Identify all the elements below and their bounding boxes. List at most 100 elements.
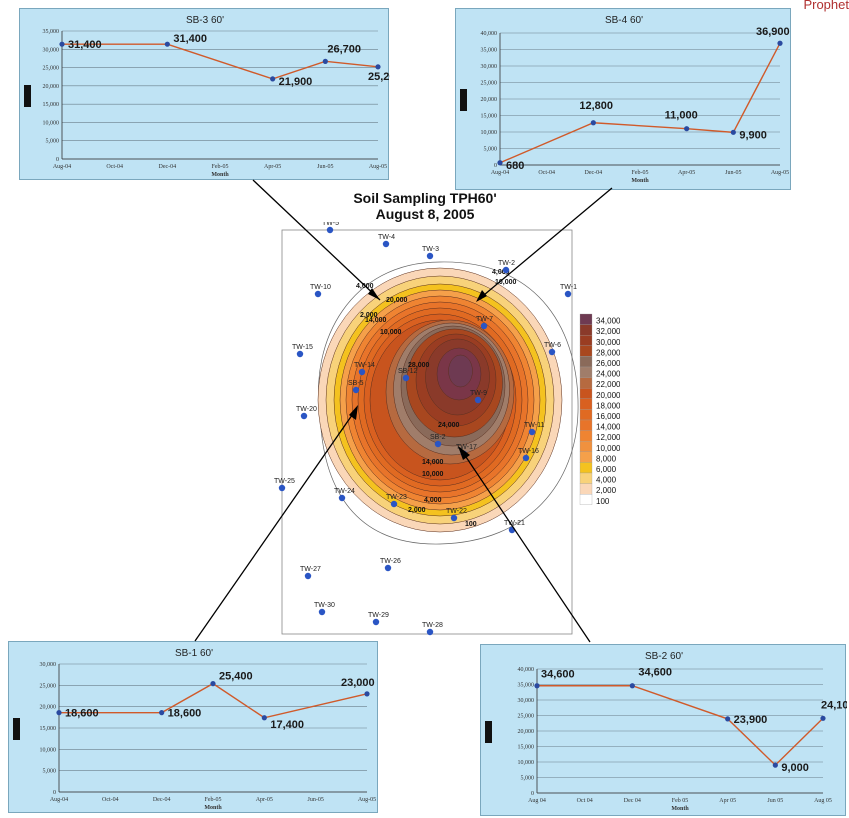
y-tick-label: 30,000: [481, 64, 498, 70]
x-tick-label: Jun-05: [317, 164, 333, 170]
y-tick-label: 10,000: [40, 747, 57, 753]
legend-label: 12,000: [596, 433, 620, 442]
well-label: TW-25: [274, 478, 295, 485]
legend-label: 16,000: [596, 412, 620, 421]
chart-panel-sb2: SB-2 60' 0 5,000 10,000 15,000 20,000 25,000 30…: [480, 644, 847, 816]
y-tick-label: 5,000: [521, 776, 535, 782]
chart-title: SB-3 60': [186, 15, 224, 26]
chart-sb4: SB-4 60' 0 5,000 10,000 15,000 20,000 25,000 30…: [460, 15, 790, 184]
legend-swatch: [579, 398, 593, 410]
x-axis-label: Month: [211, 172, 229, 178]
x-tick-label: Aug-04: [53, 164, 71, 170]
well-marker: [384, 564, 392, 572]
contour-label: 2,000: [408, 507, 426, 514]
well-label: TW-3: [422, 246, 439, 253]
chart-panel-sb3: SB-3 60' 0 5,000 10,000 15,000 20,000 25,000 30…: [19, 8, 390, 180]
data-label: 34,600: [541, 669, 575, 681]
legend-swatch: [579, 324, 593, 336]
legend-marker: [24, 85, 31, 107]
contour-band: [448, 354, 473, 388]
x-tick-label: Apr 05: [719, 798, 736, 804]
x-axis-label: Month: [631, 178, 649, 184]
y-tick-label: 15,000: [518, 745, 535, 751]
y-tick-label: 35,000: [481, 48, 498, 54]
data-point: [375, 64, 381, 70]
legend-label: 26,000: [596, 359, 620, 368]
y-tick-label: 5,000: [46, 139, 60, 145]
chart-sb3: SB-3 60' 0 5,000 10,000 15,000 20,000 25,000 30…: [24, 15, 390, 178]
well-label: SB-2: [430, 434, 446, 441]
well-label: SB-12: [398, 368, 418, 375]
data-point: [59, 41, 65, 47]
chart-sb1: SB-1 60' 0 5,000 10,000 15,000 20,000 25,000 30…: [13, 648, 376, 811]
legend-swatch: [579, 472, 593, 484]
data-label: 17,400: [270, 719, 304, 731]
y-tick-label: 20,000: [43, 84, 60, 90]
well-marker: [296, 350, 304, 358]
y-tick-label: 25,000: [43, 66, 60, 72]
legend-label: 4,000: [596, 476, 617, 485]
y-tick-label: 30,000: [40, 662, 57, 668]
data-point: [590, 120, 596, 126]
data-point: [159, 710, 165, 716]
well-marker: [318, 608, 326, 616]
legend-swatch: [579, 377, 593, 389]
well-label: TW-27: [300, 566, 321, 573]
data-label: 9,900: [739, 129, 767, 141]
data-point: [210, 681, 216, 687]
y-tick-label: 25,000: [40, 683, 57, 689]
well-label: TW-30: [314, 602, 335, 609]
well-label: TW-7: [476, 316, 493, 323]
data-label: 31,400: [173, 33, 207, 45]
legend-label: 24,000: [596, 370, 620, 379]
legend-swatch: [579, 419, 593, 431]
well-marker: [450, 514, 458, 522]
well-label: TW-23: [386, 494, 407, 501]
well-marker: [528, 428, 536, 436]
y-tick-label: 35,000: [43, 29, 60, 35]
chart-title: SB-1 60': [175, 648, 213, 659]
well-label: TW-29: [368, 612, 389, 619]
well-marker: [338, 494, 346, 502]
y-tick-label: 10,000: [43, 120, 60, 126]
x-tick-label: Jun 05: [767, 798, 783, 804]
x-tick-label: Oct-04: [102, 797, 119, 803]
x-tick-label: Dec-04: [584, 170, 602, 176]
data-point: [534, 683, 540, 689]
contour-label: 2,000: [360, 312, 378, 319]
data-label: 23,900: [734, 714, 768, 726]
well-label: TW-9: [470, 390, 487, 397]
well-marker: [390, 500, 398, 508]
data-label: 23,000: [341, 677, 375, 689]
legend-label: 34,000: [596, 317, 620, 326]
map-title-line1: Soil Sampling TPH60': [353, 190, 497, 206]
legend-marker: [485, 721, 492, 743]
y-tick-label: 35,000: [518, 683, 535, 689]
x-tick-label: Dec-04: [158, 164, 176, 170]
legend-label: 2,000: [596, 486, 617, 495]
legend-swatch: [579, 451, 593, 463]
contour-label: 4,000: [356, 283, 374, 290]
x-tick-label: Aug-04: [491, 170, 509, 176]
x-tick-label: Jun-05: [307, 797, 323, 803]
contour-map: 4,000 10,000 28,000 24,000 14,000 10,000 4,000…: [274, 222, 620, 636]
data-label: 34,600: [638, 667, 672, 679]
x-tick-label: Aug-05: [369, 164, 387, 170]
data-point: [820, 715, 826, 721]
series-line: [537, 685, 824, 767]
data-point: [497, 160, 503, 166]
well-marker: [278, 484, 286, 492]
well-label: SB-5: [348, 380, 364, 387]
legend-label: 28,000: [596, 348, 620, 357]
well-label: TW-26: [380, 558, 401, 565]
data-label: 9,000: [781, 762, 809, 774]
legend-swatch: [579, 441, 593, 452]
legend-label: 30,000: [596, 338, 620, 347]
legend-swatch: [579, 409, 593, 421]
x-tick-label: Aug-05: [358, 797, 376, 803]
y-tick-label: 25,000: [518, 714, 535, 720]
legend-swatch: [579, 462, 593, 474]
well-marker: [460, 450, 468, 458]
legend-marker: [13, 718, 20, 740]
